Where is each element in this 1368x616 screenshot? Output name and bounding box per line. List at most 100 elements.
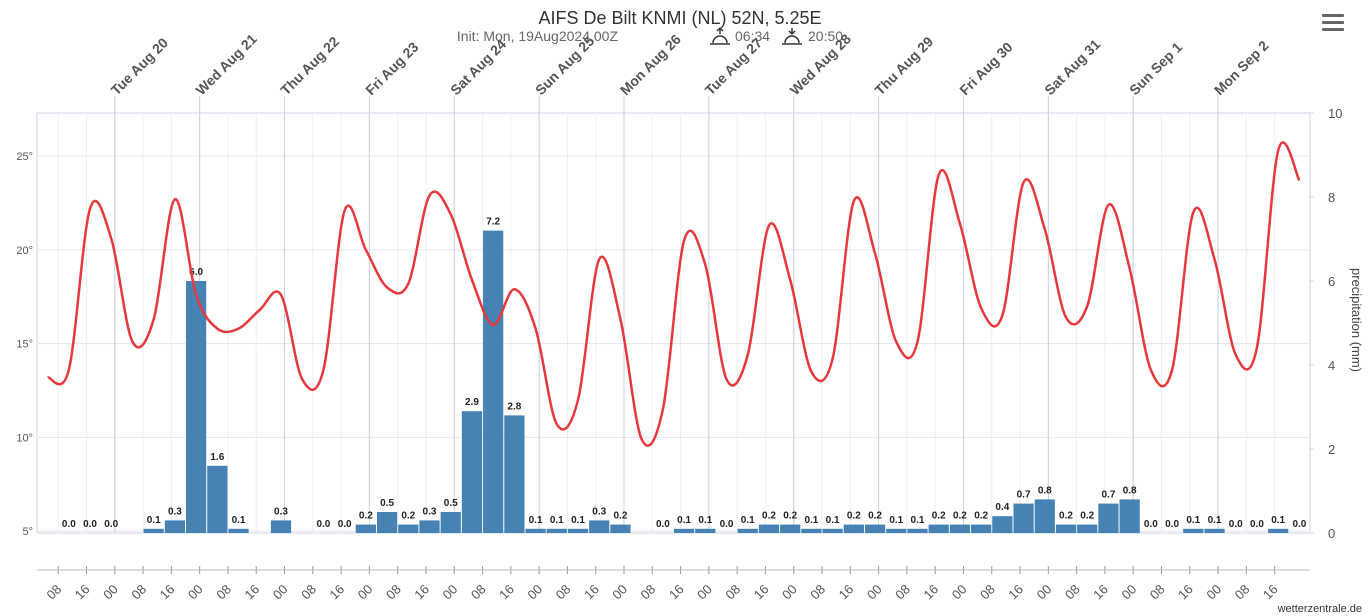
bar-label: 0.1 [741,515,755,526]
x-tick-label: 08 [128,582,149,603]
bar-label: 0.0 [83,519,97,530]
x-tick-label: 08 [553,582,574,603]
bar-label: 0.2 [953,511,967,522]
x-tick-label: 16 [666,582,687,603]
bar-label: 0.1 [826,515,840,526]
bar-label: 0.7 [1017,490,1031,501]
x-tick-label: 16 [411,582,432,603]
bar-label: 0.1 [889,515,903,526]
x-tick-label: 00 [949,582,970,603]
precip-bar [461,411,483,533]
bar-label: 0.3 [423,506,437,517]
day-label: Sun Sep 1 [1126,39,1185,98]
bar-label: 0.3 [168,506,182,517]
sunset-time: 20:50 [808,28,843,44]
precip-bar [822,528,843,533]
x-tick-label: 16 [1175,582,1196,603]
bar-label: 0.2 [783,511,797,522]
x-tick-label: 16 [496,582,517,603]
day-label: Mon Aug 26 [617,31,684,98]
bar-label: 0.0 [720,519,734,530]
bar-label: 0.0 [104,519,118,530]
bar-label: 0.5 [444,498,458,509]
precip-bar [207,465,228,533]
precip-bar [483,230,504,533]
bar-label: 0.0 [338,519,352,530]
x-tick-label: 08 [1232,582,1253,603]
precip-bar [504,415,525,533]
precip-bar [886,528,907,533]
precip-bar [928,524,949,533]
bar-label: 0.0 [1292,519,1306,530]
bar-label: 0.0 [1144,519,1158,530]
precip-bar [1268,528,1289,533]
y-tick-label: 25° [16,151,33,163]
credit: wetterzentrale.de [1277,603,1362,615]
x-tick-label: 08 [807,582,828,603]
precip-bar [949,524,971,533]
day-label: Thu Aug 29 [871,33,936,98]
bar-label: 0.2 [974,511,988,522]
bar-label: 0.0 [656,519,670,530]
day-label: Tue Aug 20 [108,34,172,98]
bar-label: 0.3 [592,506,606,517]
y-tick-label: 5° [22,526,33,538]
bar-label: 0.2 [401,511,415,522]
x-tick-label: 08 [892,582,913,603]
x-tick-label: 16 [836,582,857,603]
x-tick-label: 08 [722,582,743,603]
x-tick-label: 16 [1260,582,1281,603]
precip-bar [1119,499,1140,533]
bar-label: 0.1 [147,515,161,526]
precip-bar [610,524,631,533]
bar-label: 0.1 [529,515,543,526]
x-tick-label: 00 [694,582,715,603]
x-tick-label: 08 [44,582,65,603]
bar-label: 0.5 [380,498,394,509]
x-tick-label: 16 [581,582,602,603]
precip-bar [758,524,780,533]
y2-tick-label: 0 [1328,526,1335,541]
bar-label: 0.2 [762,511,776,522]
bar-label: 0.4 [995,502,1009,513]
x-tick-label: 00 [609,582,630,603]
bar-label: 0.1 [677,515,691,526]
x-tick-label: 08 [1062,582,1083,603]
bar-label: 0.0 [1165,519,1179,530]
bar-label: 0.1 [1208,515,1222,526]
bar-label: 0.0 [62,519,76,530]
precip-bar [1204,528,1225,533]
x-tick-label: 08 [213,582,234,603]
precip-bar [567,528,589,533]
precip-bar [398,524,419,533]
day-label: Fri Aug 30 [956,39,1016,99]
menu-button[interactable] [1322,14,1344,31]
x-tick-label: 16 [920,582,941,603]
precip-bar [1034,499,1055,533]
bar-label: 0.1 [698,515,712,526]
precip-bar [143,528,164,533]
x-tick-label: 08 [638,582,659,603]
x-tick-label: 00 [270,582,291,603]
x-tick-label: 08 [1147,582,1168,603]
bar-label: 0.8 [1123,485,1137,496]
bar-label: 0.8 [1038,485,1052,496]
precip-bar [546,528,567,533]
bar-label: 0.2 [932,511,946,522]
precip-bar [419,520,440,533]
precip-bar [864,524,886,533]
bar-label: 0.0 [316,519,330,530]
precip-bar [440,512,461,533]
x-tick-label: 08 [383,582,404,603]
y-tick-label: 15° [16,339,33,351]
y2-axis-title: precipitation (mm) [1349,268,1364,372]
bar-label: 0.2 [614,511,628,522]
chart-title: AIFS De Bilt KNMI (NL) 52N, 5.25E [538,8,821,28]
x-tick-label: 16 [326,582,347,603]
x-tick-label: 00 [100,582,121,603]
day-label: Thu Aug 22 [277,33,342,98]
x-tick-label: 16 [751,582,772,603]
y2-tick-label: 6 [1328,274,1335,289]
x-tick-label: 00 [440,582,461,603]
